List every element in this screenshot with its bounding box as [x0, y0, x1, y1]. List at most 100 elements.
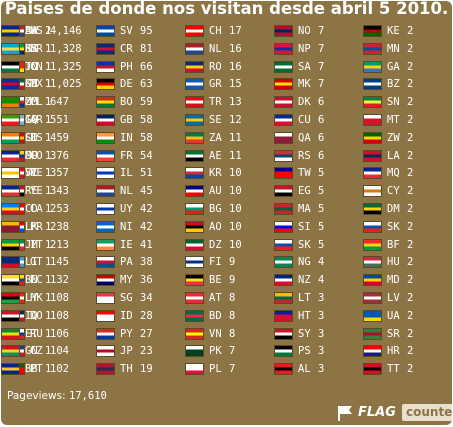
pageviews-label: Pageviews:: [7, 390, 66, 402]
country-code: SN: [387, 96, 400, 109]
country-flag-icon: [363, 238, 382, 251]
country-code: GB: [120, 113, 133, 126]
country-code: DZ: [209, 238, 222, 251]
country-code: LK: [25, 220, 38, 233]
country-flag-icon: [363, 309, 382, 322]
visitor-count: 2: [407, 60, 414, 73]
visitor-count: 10: [229, 167, 242, 180]
visitor-count: 459: [50, 131, 69, 144]
visitor-count: 36: [140, 274, 153, 287]
country-flag-icon: [185, 309, 204, 322]
country-code: TN: [25, 60, 38, 73]
visitor-count: 6: [318, 131, 325, 144]
visitor-count: 213: [50, 238, 69, 251]
country-code: GE: [25, 78, 38, 91]
visitor-count: 2: [45, 25, 52, 37]
visitor-count: 1: [45, 131, 52, 144]
visitor-count: 2: [407, 202, 414, 215]
country-code: CZ: [30, 345, 43, 358]
country-code: AR: [30, 113, 43, 126]
country-flag-icon: [363, 220, 382, 233]
country-code: MT: [387, 113, 400, 126]
country-flag-icon: [363, 60, 382, 73]
country-flag-icon: [1, 220, 20, 233]
visitor-count: 2: [407, 42, 414, 55]
country-code: GP: [25, 149, 38, 162]
country-flag-icon: [274, 291, 293, 304]
country-flag-icon: [363, 25, 382, 37]
visitor-count: 6: [318, 149, 325, 162]
country-code: NZ: [298, 274, 311, 287]
country-code: SG: [120, 291, 133, 304]
visitor-count: 10: [229, 202, 242, 215]
country-code: SD: [25, 131, 38, 144]
country-code: ZW: [387, 131, 400, 144]
visitor-count: 2: [407, 291, 414, 304]
country-flag-icon: [1, 202, 20, 215]
visitor-count: 2: [407, 78, 414, 91]
visitor-count: 63: [140, 78, 153, 91]
country-flag-icon: [1, 291, 20, 304]
visitor-count: 16: [229, 42, 242, 55]
country-code: AW: [25, 25, 38, 37]
country-code: CY: [387, 185, 400, 198]
country-code: CH: [209, 25, 222, 37]
visitor-count: 132: [50, 274, 69, 287]
brand-word-counter: counter: [402, 404, 452, 421]
country-flag-icon: [274, 78, 293, 91]
country-code: SV: [120, 25, 133, 37]
country-flag-icon: [96, 238, 115, 251]
country-code: NL: [120, 185, 133, 198]
country-code: MN: [387, 42, 400, 55]
visitor-count: 1: [45, 78, 52, 91]
country-code: MD: [387, 274, 400, 287]
visitor-count: 1: [45, 78, 52, 91]
visitor-count: 16: [229, 60, 242, 73]
visitor-count: 6: [318, 96, 325, 109]
country-flag-icon: [1, 149, 20, 162]
country-code: IQ: [25, 309, 38, 322]
visitor-count: 5: [318, 185, 325, 198]
visitor-count: 2: [407, 113, 414, 126]
flag-mark-icon: [338, 406, 352, 421]
country-code: AE: [209, 149, 222, 162]
visitor-count: 51: [140, 167, 153, 180]
visitor-count: 45: [140, 185, 153, 198]
country-code: IL: [120, 167, 133, 180]
visitor-count: 2: [407, 220, 414, 233]
country-code: PE: [30, 167, 43, 180]
country-flag-icon: [1, 96, 20, 109]
visitor-count: 23: [140, 345, 153, 358]
visitor-count: 5: [318, 202, 325, 215]
visitor-count: 3: [318, 309, 325, 322]
visitor-count: 253: [50, 202, 69, 215]
country-code: KZ: [25, 42, 38, 55]
visitor-count: 5: [318, 220, 325, 233]
country-code: BB: [25, 363, 38, 376]
country-code: DM: [387, 202, 400, 215]
country-flag-icon: [185, 274, 204, 287]
visitor-count: 1: [45, 291, 52, 304]
flagcounter-logo[interactable]: FLAG counter: [336, 403, 452, 423]
country-flag-icon: [1, 274, 20, 287]
visitor-count: 1: [45, 60, 52, 73]
country-code: SA: [298, 60, 311, 73]
country-flag-icon: [1, 256, 20, 269]
visitor-count: 59: [140, 96, 153, 109]
visitor-count: 1: [45, 149, 52, 162]
country-code: NP: [298, 42, 311, 55]
country-code: BS: [25, 42, 38, 55]
country-flag-icon: [96, 42, 115, 55]
country-flag-icon: [274, 96, 293, 109]
country-flag-icon: [274, 60, 293, 73]
visitor-count: 38: [140, 256, 153, 269]
country-code: AO: [209, 220, 222, 233]
country-flag-icon: [274, 327, 293, 340]
country-code: SK: [298, 238, 311, 251]
country-flag-icon: [185, 96, 204, 109]
visitor-count: 17: [229, 25, 242, 37]
country-code: PR: [30, 220, 43, 233]
visitor-count: 104: [50, 345, 69, 358]
visitor-count: 10: [229, 185, 242, 198]
